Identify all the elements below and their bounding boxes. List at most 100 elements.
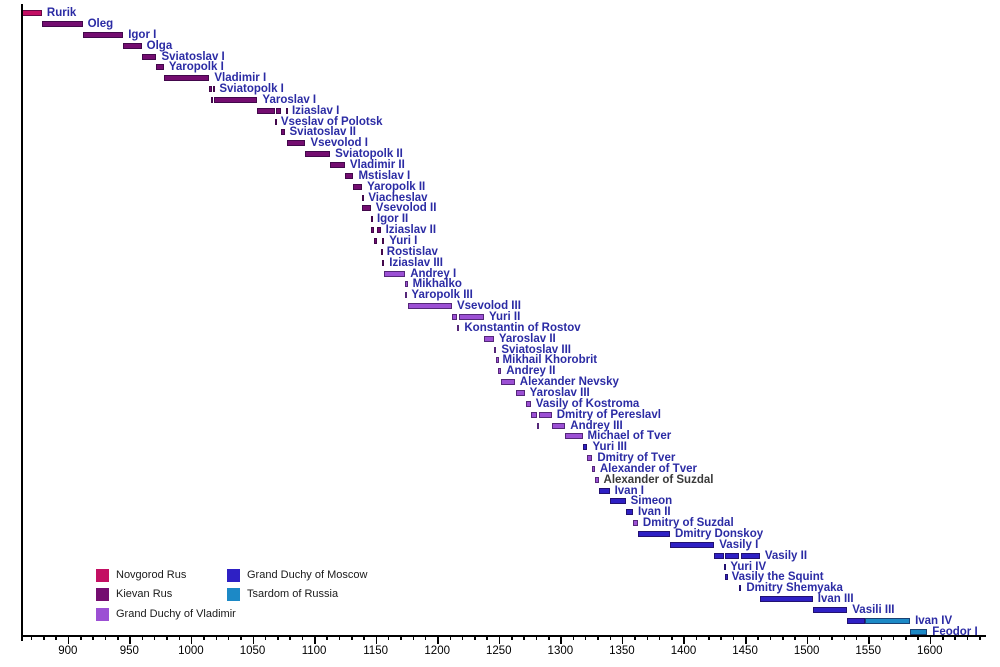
x-axis-minor-tick [30,636,33,640]
reign-bar-yaropolk-iii [405,292,408,299]
ruler-label-yaropolk-i: Yaropolk I [168,61,224,74]
x-axis-minor-tick [351,636,353,640]
reign-bar-sviatopolk-i [209,86,212,93]
ruler-label-yuri-i: Yuri I [389,235,418,247]
ruler-label-konstantin-of-rostov: Konstantin of Rostov [464,321,581,334]
x-axis-minor-tick [104,636,107,640]
reign-bar-oleg [41,20,83,27]
x-axis-tick-label: 1150 [363,645,388,657]
x-axis-minor-tick [338,636,341,640]
reign-bar-vasily-ii [725,552,739,559]
ruler-label-yaroslav-ii: Yaroslav II [498,332,556,345]
x-axis-minor-tick [43,636,45,640]
ruler-label-yuri-iv: Yuri IV [730,560,767,573]
x-axis-major-tick [745,636,747,644]
y-axis-spine [21,4,23,641]
x-axis-line [21,635,986,637]
ruler-label-vladimir-ii: Vladimir II [349,159,405,172]
x-axis-minor-tick [80,636,82,640]
ruler-label-dmitry-shemyaka: Dmitry Shemyaka [746,582,843,595]
reign-bar-yaroslav-ii [484,335,494,342]
ruler-label-mikhail-khorobrit: Mikhail Khorobrit [502,354,598,367]
x-axis-minor-tick [400,636,402,640]
reign-bar-andrey-iii [536,422,540,429]
reign-bar-yuri-i [374,238,377,244]
legend-swatch-kievan [96,588,109,602]
reign-bar-ivan-iii [759,596,813,603]
reign-bar-vasili-iii [812,607,848,613]
reign-bar-iziaslav-ii [370,227,375,234]
ruler-label-vasily-ii: Vasily II [764,549,808,562]
x-axis-minor-tick [695,636,698,640]
reign-bar-vasily-of-kostroma [525,400,531,407]
ruler-label-alexander-nevsky: Alexander Nevsky [519,376,619,389]
ruler-label-yaropolk-ii: Yaropolk II [367,180,426,193]
x-axis-minor-tick [55,636,57,640]
x-axis-minor-tick [658,636,661,640]
reign-bar-iziaslav-iii [381,259,385,266]
x-axis-minor-tick [732,636,735,640]
legend-label-moscow: Grand Duchy of Moscow [247,568,368,581]
x-axis-minor-tick [301,636,304,640]
reign-bar-ivan-i [598,487,610,494]
reign-bar-mikhail-khorobrit [496,357,499,364]
reign-bar-ivan-ii [625,509,633,516]
legend-label-kievan: Kievan Rus [116,588,173,601]
reign-bar-yuri-i [381,238,385,244]
reign-bar-ivan-iv [864,617,911,624]
reign-bar-rurik [21,10,42,17]
x-axis-minor-tick [166,636,168,640]
x-axis-minor-tick [831,636,833,640]
reign-bar-dmitry-of-pereslavl [539,411,552,418]
ruler-label-yuri-ii: Yuri II [489,310,521,323]
x-axis-minor-tick [597,636,599,640]
x-axis-minor-tick [511,636,513,640]
x-axis-tick-label: 1400 [670,645,697,657]
reign-bar-yaropolk-ii [353,183,363,190]
reign-bar-alexander-of-suzdal [594,476,599,483]
x-axis-major-tick [560,636,562,644]
x-axis-major-tick [868,636,870,644]
reign-bar-alexander-nevsky [501,379,515,386]
reign-bar-vasily-ii [714,552,725,559]
reign-bar-ivan-iv [847,617,865,624]
x-axis-tick-label: 950 [119,645,139,657]
reign-bar-rostislav [380,248,383,255]
ruler-label-viacheslav: Viacheslav [368,191,428,204]
reign-bar-mikhalko [405,281,408,288]
ruler-label-yaroslav-iii: Yaroslav III [529,386,590,399]
ruler-label-sviatoslav-iii: Sviatoslav III [501,343,571,356]
x-axis-minor-tick [892,636,895,640]
ruler-label-vsevolod-iii: Vsevolod III [456,300,521,313]
reign-bar-yuri-ii [451,313,457,320]
reign-bar-iziaslav-i [257,107,275,114]
legend-swatch-tsardom [227,588,240,602]
x-axis-major-tick [437,636,439,644]
x-axis-minor-tick [548,636,550,640]
reign-bar-dmitry-of-pereslavl [530,411,537,418]
x-axis-tick-label: 1250 [485,645,512,657]
x-axis-minor-tick [634,636,636,640]
reign-bar-sviatoslav-i [141,53,157,60]
reign-bar-vseslav-of-polotsk [274,118,277,125]
x-axis-minor-tick [942,636,944,640]
ruler-label-andrey-ii: Andrey II [506,365,556,378]
reign-bar-vsevolod-ii [362,205,371,212]
legend-label-tsardom: Tsardom of Russia [247,588,339,601]
x-axis-tick-label: 1200 [424,645,450,657]
reign-bar-olga [123,42,142,49]
reign-bar-dmitry-of-suzdal [633,520,638,527]
reign-bar-igor-ii [370,216,373,223]
legend-swatch-moscow [227,568,240,582]
x-axis-major-tick [252,636,254,644]
x-axis-major-tick [129,636,131,644]
legend-label-vladimir: Grand Duchy of Vladimir [116,607,236,620]
x-axis-minor-tick [966,636,969,640]
ruler-label-michael-of-tver: Michael of Tver [587,430,672,443]
ruler-label-vsevolod-ii: Vsevolod II [375,202,437,215]
x-axis-minor-tick [412,636,415,640]
reign-bar-andrey-iii [551,422,566,429]
x-axis-minor-tick [153,636,156,640]
x-axis-minor-tick [757,636,759,640]
reign-bar-vasily-ii [741,552,760,559]
